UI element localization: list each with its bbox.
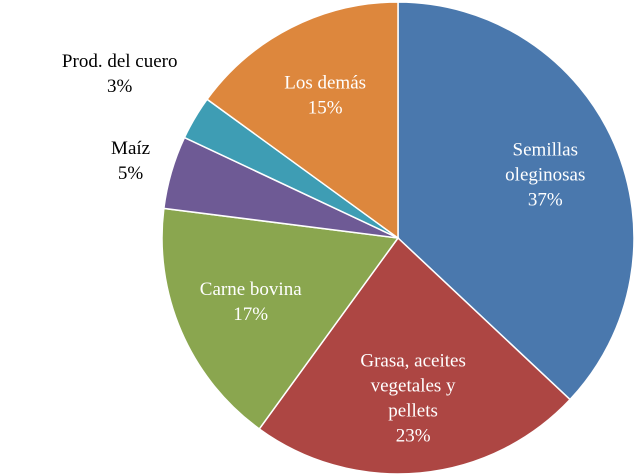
label-line: Maíz [111,138,150,159]
value-label: 37% [528,189,563,210]
value-label: 23% [396,425,431,446]
slice-label: Maíz 5% [111,138,150,184]
slice-label: Carne bovina 17% [200,279,302,325]
label-line: Grasa, aceites [360,350,466,371]
label-line: Prod. del cuero [62,51,178,72]
value-label: 17% [233,304,268,325]
label-line: Los demás [284,73,366,94]
category-label: Maíz [111,138,150,159]
value-label: 15% [308,98,343,119]
pie-slice [161,207,400,430]
label-line: vegetales y [371,375,456,396]
slice-label: Semillas oleginosas 37% [505,139,585,210]
category-label: Los demás [284,73,366,94]
label-line: Carne bovina [200,279,302,300]
pie-slice [397,1,635,401]
slice-label: Los demás 15% [284,73,366,119]
pie-slice [206,1,399,240]
category-label: Prod. del cuero [62,51,178,72]
pie-slice [258,236,572,475]
label-line: pellets [388,400,438,421]
category-label: Grasa, aceites vegetales y pellets [360,350,466,421]
label-line: Semillas [513,139,578,160]
category-label: Carne bovina [200,279,302,300]
slice-label: Grasa, aceites vegetales y pellets 23% [360,350,466,446]
slice-label: Prod. del cuero 3% [62,51,178,97]
value-label: 3% [107,76,133,97]
category-label: Semillas oleginosas [505,139,585,185]
value-label: 5% [118,163,144,184]
label-line: oleginosas [505,164,585,185]
